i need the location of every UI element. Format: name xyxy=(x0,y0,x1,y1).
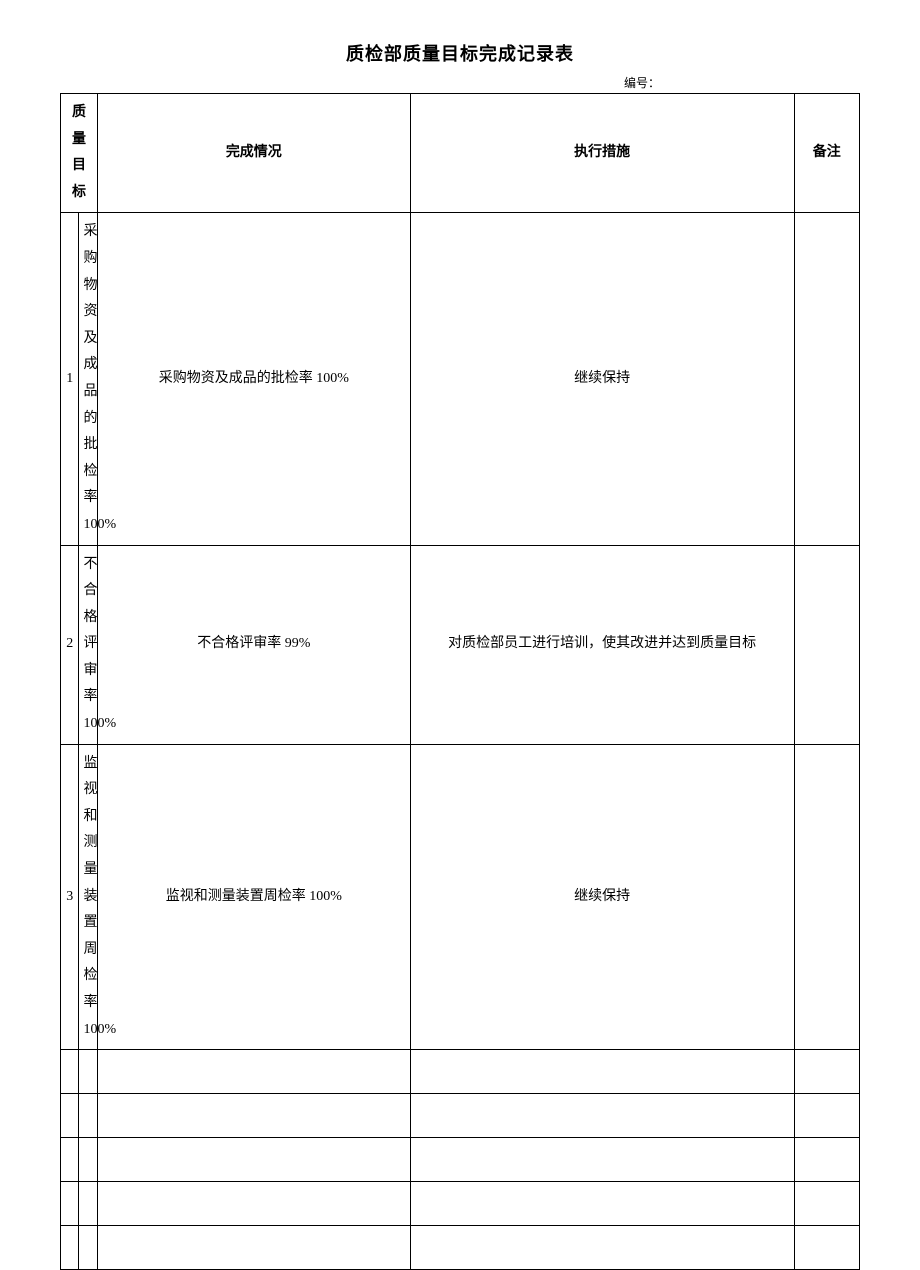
cell-goal xyxy=(79,1094,97,1138)
cell-completion xyxy=(97,1050,410,1094)
table-row xyxy=(61,1138,860,1182)
col-header-completion: 完成情况 xyxy=(97,94,410,213)
cell-num xyxy=(61,1050,79,1094)
cell-completion xyxy=(97,1138,410,1182)
table-row: 2 不合格评审率 100% 不合格评审率 99% 对质检部员工进行培训，使其改进… xyxy=(61,545,860,744)
quality-record-table: 质量目标 完成情况 执行措施 备注 1 采购物资及成品的批检率 100% 采购物… xyxy=(60,93,860,1270)
cell-completion: 采购物资及成品的批检率 100% xyxy=(97,213,410,545)
cell-goal: 采购物资及成品的批检率 100% xyxy=(79,213,97,545)
cell-measures: 对质检部员工进行培训，使其改进并达到质量目标 xyxy=(410,545,794,744)
cell-measures xyxy=(410,1182,794,1226)
cell-num xyxy=(61,1138,79,1182)
cell-num: 1 xyxy=(61,213,79,545)
page-title: 质检部质量目标完成记录表 xyxy=(60,40,860,66)
table-header-row: 质量目标 完成情况 执行措施 备注 xyxy=(61,94,860,213)
cell-completion: 不合格评审率 99% xyxy=(97,545,410,744)
table-row xyxy=(61,1094,860,1138)
cell-notes xyxy=(794,1226,859,1270)
cell-measures: 继续保持 xyxy=(410,744,794,1050)
cell-notes xyxy=(794,1138,859,1182)
cell-notes xyxy=(794,744,859,1050)
cell-notes xyxy=(794,1050,859,1094)
cell-completion xyxy=(97,1182,410,1226)
cell-goal: 不合格评审率 100% xyxy=(79,545,97,744)
cell-notes xyxy=(794,545,859,744)
col-header-measures: 执行措施 xyxy=(410,94,794,213)
cell-measures xyxy=(410,1226,794,1270)
table-row: 1 采购物资及成品的批检率 100% 采购物资及成品的批检率 100% 继续保持 xyxy=(61,213,860,545)
cell-goal xyxy=(79,1226,97,1270)
col-header-notes: 备注 xyxy=(794,94,859,213)
cell-notes xyxy=(794,1182,859,1226)
table-body: 1 采购物资及成品的批检率 100% 采购物资及成品的批检率 100% 继续保持… xyxy=(61,213,860,1270)
cell-num xyxy=(61,1094,79,1138)
cell-num xyxy=(61,1226,79,1270)
cell-num xyxy=(61,1182,79,1226)
serial-number-label: 编号： xyxy=(60,74,860,91)
cell-num: 3 xyxy=(61,744,79,1050)
cell-completion: 监视和测量装置周检率 100% xyxy=(97,744,410,1050)
cell-notes xyxy=(794,1094,859,1138)
table-row xyxy=(61,1050,860,1094)
cell-goal xyxy=(79,1182,97,1226)
cell-measures xyxy=(410,1094,794,1138)
cell-completion xyxy=(97,1226,410,1270)
cell-notes xyxy=(794,213,859,545)
cell-measures: 继续保持 xyxy=(410,213,794,545)
cell-goal xyxy=(79,1050,97,1094)
table-row xyxy=(61,1182,860,1226)
cell-measures xyxy=(410,1050,794,1094)
table-row xyxy=(61,1226,860,1270)
col-header-goal: 质量目标 xyxy=(61,94,98,213)
cell-num: 2 xyxy=(61,545,79,744)
cell-goal: 监视和测量装置周检率 100% xyxy=(79,744,97,1050)
cell-goal xyxy=(79,1138,97,1182)
cell-measures xyxy=(410,1138,794,1182)
table-row: 3 监视和测量装置周检率 100% 监视和测量装置周检率 100% 继续保持 xyxy=(61,744,860,1050)
cell-completion xyxy=(97,1094,410,1138)
